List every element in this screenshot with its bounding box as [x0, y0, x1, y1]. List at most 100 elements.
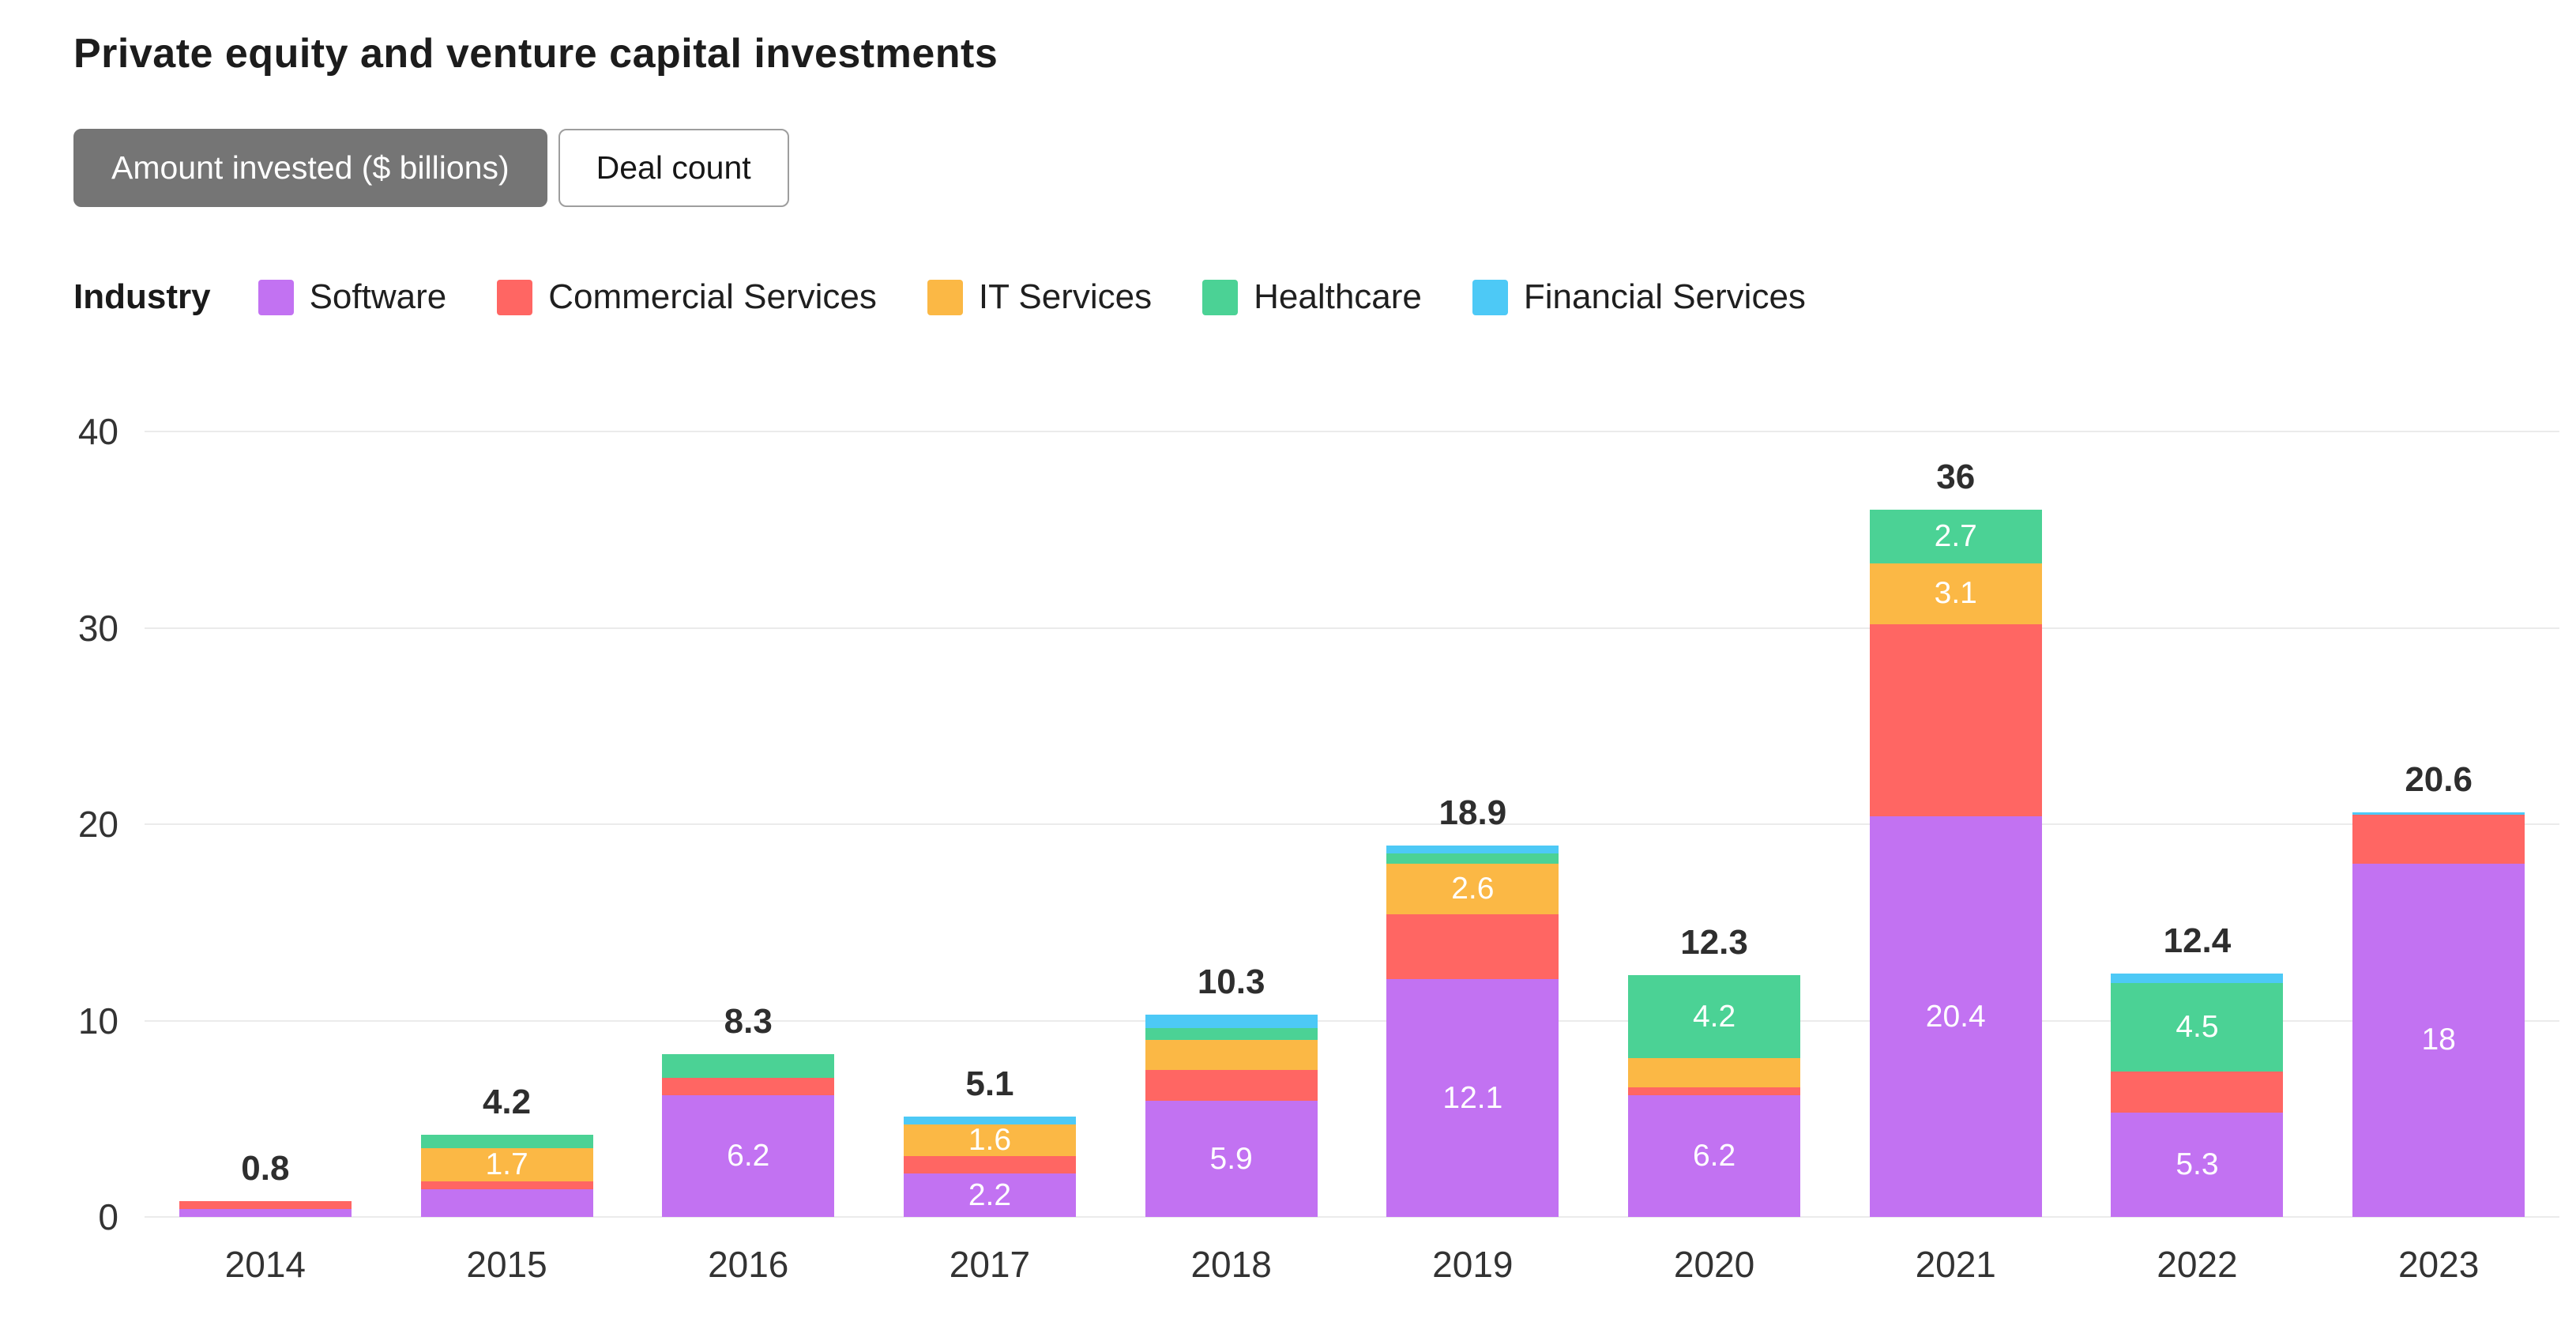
bar-segment-2022-software[interactable]: 5.3	[2111, 1113, 2284, 1217]
x-axis-tick-label-2015: 2015	[466, 1244, 547, 1285]
legend-item-it-services[interactable]: IT Services	[927, 277, 1152, 317]
legend-title: Industry	[73, 277, 211, 316]
y-axis-tick-label: 20	[77, 804, 118, 845]
gridline-20	[145, 823, 2559, 825]
bar-segment-2018-commercial-services[interactable]	[1145, 1069, 1318, 1102]
toggle-amount-invested-button[interactable]: Amount invested ($ billions)	[73, 129, 547, 207]
legend-item-commercial-services[interactable]: Commercial Services	[497, 277, 877, 317]
bar-segment-2020-healthcare[interactable]: 4.2	[1628, 975, 1801, 1058]
bar-segment-2018-healthcare[interactable]	[1145, 1028, 1318, 1041]
legend-swatch-icon	[497, 279, 533, 315]
bar-total-label-2014: 0.8	[241, 1149, 290, 1188]
bar-segment-2017-it-services[interactable]: 1.6	[903, 1123, 1076, 1158]
plot-area: 0.8 1.7 4.2 6.2 8.3 2.2 1.6 5.1 5.9 10.3 12.1 2.6 18…	[145, 431, 2559, 1218]
bar-total-label-2019: 18.9	[1438, 793, 1507, 833]
bar-segment-2021-commercial-services[interactable]	[1869, 623, 2042, 817]
bar-total-label-2016: 8.3	[724, 1001, 773, 1041]
bar-segment-2023-financial-services[interactable]	[2352, 812, 2525, 815]
metric-toggle-group: Amount invested ($ billions) Deal count	[73, 129, 789, 207]
gridline-40	[145, 431, 2559, 432]
legend-item-software[interactable]: Software	[258, 277, 447, 317]
bar-segment-value-label: 1.6	[968, 1123, 1012, 1158]
bar-segment-value-label: 6.2	[727, 1138, 770, 1173]
bar-segment-2016-healthcare[interactable]	[662, 1053, 835, 1078]
bar-segment-2022-healthcare[interactable]: 4.5	[2111, 983, 2284, 1072]
bar-segment-2021-software[interactable]: 20.4	[1869, 816, 2042, 1217]
bar-segment-2015-healthcare[interactable]	[420, 1134, 593, 1149]
bar-segment-2022-commercial-services[interactable]	[2111, 1072, 2284, 1113]
x-axis-tick-label-2020: 2020	[1673, 1244, 1755, 1285]
legend-swatch-icon	[927, 279, 963, 315]
page-title: Private equity and venture capital inves…	[73, 31, 998, 77]
bar-segment-value-label: 3.1	[1934, 576, 1977, 611]
bar-segment-2017-financial-services[interactable]	[903, 1117, 1076, 1125]
bar-segment-value-label: 6.2	[1692, 1138, 1736, 1173]
bar-segment-value-label: 2.7	[1934, 518, 1977, 553]
bar-segment-value-label: 5.3	[2175, 1147, 2219, 1182]
legend-item-healthcare[interactable]: Healthcare	[1202, 277, 1422, 317]
bar-segment-2018-software[interactable]: 5.9	[1145, 1101, 1318, 1217]
bar-segment-2020-it-services[interactable]	[1628, 1057, 1801, 1087]
bar-segment-2016-commercial-services[interactable]	[662, 1077, 835, 1095]
bar-segment-2015-it-services[interactable]: 1.7	[420, 1147, 593, 1182]
bar-segment-2019-healthcare[interactable]	[1386, 853, 1559, 864]
legend-item-label: IT Services	[978, 277, 1153, 316]
bar-total-label-2022: 12.4	[2163, 921, 2232, 960]
y-axis-tick-label: 10	[77, 1000, 118, 1042]
bar-segment-2015-software[interactable]	[420, 1189, 593, 1217]
bar-segment-2019-it-services[interactable]: 2.6	[1386, 863, 1559, 915]
bar-segment-2023-software[interactable]: 18	[2352, 863, 2525, 1217]
bar-segment-value-label: 1.7	[485, 1147, 528, 1182]
bar-total-label-2018: 10.3	[1197, 962, 1265, 1002]
bar-segment-2021-it-services[interactable]: 3.1	[1869, 563, 2042, 624]
x-axis-tick-label-2014: 2014	[224, 1244, 306, 1285]
bar-segment-value-label: 2.6	[1451, 872, 1495, 906]
legend-swatch-icon	[1202, 279, 1239, 315]
bar-segment-2018-financial-services[interactable]	[1145, 1015, 1318, 1029]
legend-item-label: Commercial Services	[548, 277, 877, 316]
bar-segment-2020-software[interactable]: 6.2	[1628, 1094, 1801, 1217]
bar-segment-value-label: 4.5	[2175, 1010, 2219, 1045]
bar-segment-2022-financial-services[interactable]	[2111, 973, 2284, 984]
x-axis-tick-label-2017: 2017	[949, 1244, 1031, 1285]
legend-item-financial-services[interactable]: Financial Services	[1472, 277, 1806, 317]
bar-total-label-2023: 20.6	[2405, 760, 2473, 800]
bar-segment-2014-commercial-services[interactable]	[179, 1201, 352, 1210]
bar-segment-value-label: 2.2	[968, 1177, 1012, 1212]
y-axis-tick-label: 30	[77, 607, 118, 649]
bar-segment-2015-commercial-services[interactable]	[420, 1181, 593, 1190]
x-axis-tick-label-2018: 2018	[1190, 1244, 1272, 1285]
bar-segment-2014-software[interactable]	[179, 1209, 352, 1217]
gridline-10	[145, 1019, 2559, 1022]
gridline-30	[145, 627, 2559, 629]
toggle-deal-count-button[interactable]: Deal count	[558, 129, 789, 207]
bar-total-label-2015: 4.2	[482, 1082, 532, 1121]
legend-item-label: Software	[309, 277, 447, 316]
bar-segment-2021-healthcare[interactable]: 2.7	[1869, 510, 2042, 563]
bar-segment-2019-financial-services[interactable]	[1386, 846, 1559, 854]
bar-segment-value-label: 12.1	[1442, 1080, 1503, 1115]
bar-segment-2017-software[interactable]: 2.2	[903, 1173, 1076, 1217]
x-axis-tick-label-2016: 2016	[708, 1244, 789, 1285]
legend-swatch-icon	[1472, 279, 1508, 315]
bar-segment-2019-commercial-services[interactable]	[1386, 914, 1559, 980]
x-axis-tick-label-2023: 2023	[2397, 1244, 2480, 1285]
bar-segment-2016-software[interactable]: 6.2	[662, 1094, 835, 1217]
gridline-0	[145, 1216, 2559, 1218]
bar-segment-2018-it-services[interactable]	[1145, 1040, 1318, 1070]
x-axis-tick-label-2022: 2022	[2157, 1244, 2238, 1285]
bar-segment-2020-commercial-services[interactable]	[1628, 1087, 1801, 1095]
bar-total-label-2017: 5.1	[965, 1064, 1014, 1104]
legend-item-label: Financial Services	[1523, 277, 1806, 316]
bar-segment-2019-software[interactable]: 12.1	[1386, 979, 1559, 1217]
y-axis-tick-label: 40	[77, 411, 118, 452]
bar-segment-value-label: 5.9	[1209, 1141, 1253, 1176]
bar-segment-2023-commercial-services[interactable]	[2352, 814, 2525, 864]
bar-segment-2017-commercial-services[interactable]	[903, 1155, 1076, 1174]
x-axis-tick-label-2021: 2021	[1915, 1244, 1996, 1285]
y-axis-tick-label: 0	[98, 1196, 118, 1237]
bar-total-label-2021: 36	[1936, 458, 1976, 497]
bar-segment-value-label: 4.2	[1692, 999, 1736, 1034]
x-axis-tick-label-2019: 2019	[1432, 1244, 1514, 1285]
